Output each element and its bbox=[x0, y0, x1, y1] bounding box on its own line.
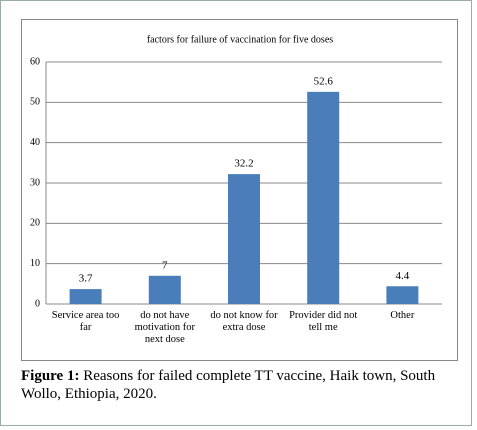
bar bbox=[307, 91, 340, 304]
bar bbox=[148, 275, 181, 304]
caption-text: Reasons for failed complete TT vaccine, … bbox=[21, 368, 436, 402]
caption: Figure 1: Reasons for failed complete TT… bbox=[21, 367, 461, 403]
y-tick-label: 20 bbox=[30, 218, 40, 229]
bar bbox=[69, 289, 102, 304]
x-tick-label: Service area too far bbox=[51, 310, 120, 333]
y-tick-label: 0 bbox=[35, 298, 40, 309]
bar bbox=[386, 286, 419, 304]
bar bbox=[228, 174, 260, 304]
y-tick-label: 50 bbox=[30, 97, 40, 108]
x-tick-label: do not know for extra dose bbox=[210, 310, 278, 333]
y-tick-label: 40 bbox=[30, 137, 40, 148]
value-label: 7 bbox=[162, 259, 168, 271]
chart-title: factors for failure of vaccination for f… bbox=[147, 34, 333, 45]
chart-frame: factors for failure of vaccination for f… bbox=[21, 19, 458, 361]
y-tick-label: 60 bbox=[30, 56, 40, 67]
x-tick-label: do not have motivation for next dose bbox=[134, 310, 195, 345]
y-tick-label: 30 bbox=[30, 177, 40, 188]
caption-label: Figure 1: bbox=[21, 368, 80, 384]
x-tick-label: Other bbox=[390, 310, 415, 321]
value-label: 4.4 bbox=[396, 270, 410, 282]
value-label: 32.2 bbox=[234, 158, 253, 170]
value-label: 3.7 bbox=[79, 273, 93, 285]
y-tick-label: 10 bbox=[30, 258, 40, 269]
value-label: 52.6 bbox=[314, 75, 334, 87]
chart: factors for failure of vaccination for f… bbox=[30, 34, 442, 309]
x-tick-label: Provider did not tell me bbox=[289, 310, 358, 333]
